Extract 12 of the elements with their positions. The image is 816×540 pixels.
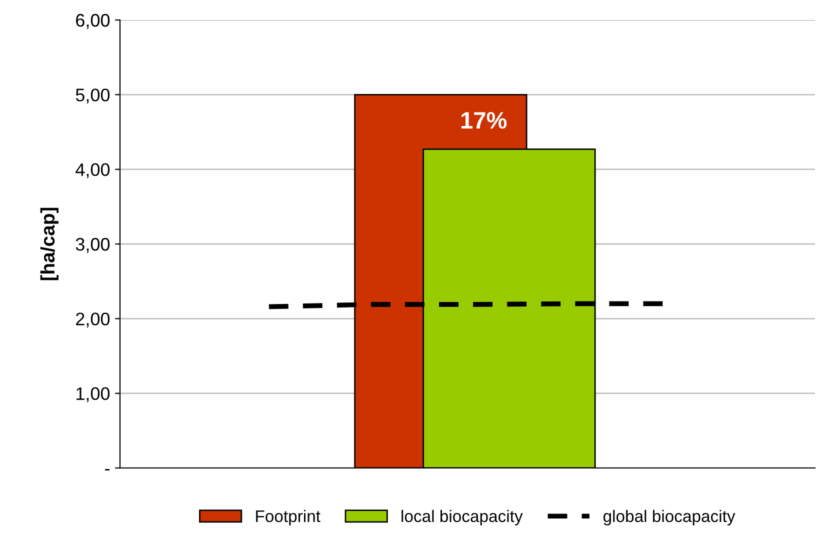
y-tick-label: 1,00 — [76, 387, 110, 402]
y-tick-label: 2,00 — [76, 312, 110, 328]
y-tick-label: 3,00 — [76, 238, 110, 253]
y-tick-label: 5,00 — [76, 88, 110, 104]
legend-label: Footprint — [256, 510, 320, 526]
y-tick-label: - — [105, 469, 110, 470]
legend-label: global biocapacity — [603, 510, 736, 526]
annotation: 17% — [461, 112, 507, 129]
legend-label: local biocapacity — [402, 510, 523, 526]
y-tick-label: 6,00 — [76, 14, 110, 29]
y-tick-label: 4,00 — [76, 163, 110, 178]
y-axis-title: [ha/cap] — [40, 208, 58, 280]
